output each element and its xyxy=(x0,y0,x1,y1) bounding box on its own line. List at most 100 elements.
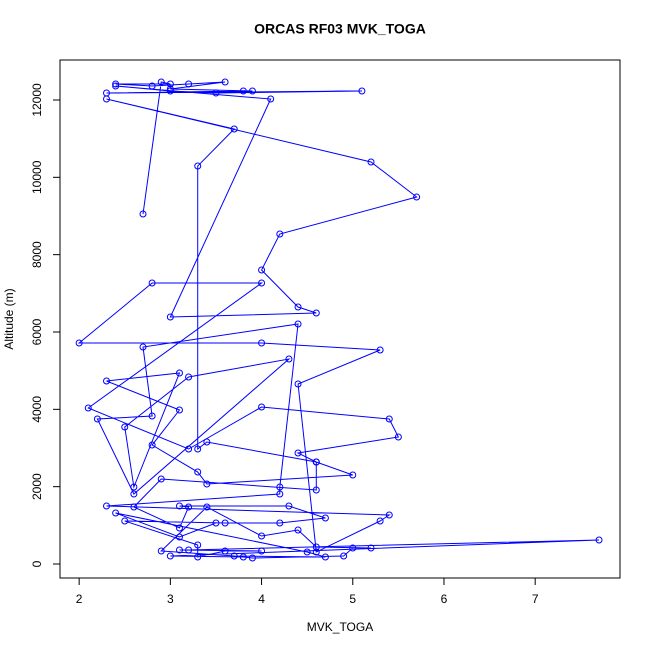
data-point xyxy=(121,423,129,431)
data-point xyxy=(203,480,211,488)
data-point xyxy=(203,503,211,511)
data-point xyxy=(166,313,174,321)
data-point xyxy=(258,403,266,411)
data-point xyxy=(157,78,165,86)
data-point xyxy=(185,80,193,88)
data-point xyxy=(194,553,202,561)
data-point xyxy=(175,369,183,377)
data-point xyxy=(121,517,129,525)
data-point xyxy=(276,230,284,238)
y-tick-label: 8000 xyxy=(30,241,44,268)
data-point xyxy=(312,543,320,551)
x-tick-label: 6 xyxy=(441,592,448,606)
data-point xyxy=(185,546,193,554)
data-point xyxy=(276,519,284,527)
data-point xyxy=(258,279,266,287)
data-point xyxy=(239,87,247,95)
data-point xyxy=(130,490,138,498)
data-point xyxy=(303,548,311,556)
x-tick-label: 5 xyxy=(349,592,356,606)
data-point xyxy=(166,85,174,93)
data-point xyxy=(139,343,147,351)
data-point xyxy=(413,193,421,201)
data-point xyxy=(267,95,275,103)
data-point xyxy=(112,82,120,90)
data-point xyxy=(194,445,202,453)
data-point xyxy=(148,82,156,90)
data-point xyxy=(294,303,302,311)
data-point xyxy=(130,483,138,491)
data-point xyxy=(367,544,375,552)
data-point xyxy=(312,458,320,466)
data-point xyxy=(294,320,302,328)
data-point xyxy=(312,548,320,556)
data-point xyxy=(258,266,266,274)
data-point xyxy=(358,87,366,95)
data-point xyxy=(185,373,193,381)
data-point xyxy=(166,80,174,88)
data-point xyxy=(194,541,202,549)
data-point xyxy=(294,449,302,457)
data-point xyxy=(285,502,293,510)
data-point xyxy=(349,544,357,552)
data-point xyxy=(230,125,238,133)
data-point xyxy=(194,162,202,170)
data-point xyxy=(312,309,320,317)
y-tick-label: 2000 xyxy=(30,473,44,500)
data-point xyxy=(221,519,229,527)
data-point xyxy=(175,502,183,510)
data-point xyxy=(258,547,266,555)
x-tick-label: 3 xyxy=(167,592,174,606)
data-point xyxy=(294,380,302,388)
data-point xyxy=(394,433,402,441)
data-point xyxy=(112,509,120,517)
data-point xyxy=(112,80,120,88)
data-point xyxy=(84,404,92,412)
data-point xyxy=(148,412,156,420)
data-point xyxy=(175,533,183,541)
data-point xyxy=(194,468,202,476)
data-point xyxy=(276,483,284,491)
y-tick-label: 12000 xyxy=(30,83,44,117)
x-tick-label: 7 xyxy=(532,592,539,606)
data-point xyxy=(75,339,83,347)
y-tick-label: 6000 xyxy=(30,318,44,345)
data-point xyxy=(376,517,384,525)
x-tick-label: 2 xyxy=(76,592,83,606)
x-tick-label: 4 xyxy=(258,592,265,606)
chart-title: ORCAS RF03 MVK_TOGA xyxy=(254,21,426,37)
data-point xyxy=(340,552,348,560)
data-point xyxy=(258,532,266,540)
y-tick-label: 0 xyxy=(30,560,44,567)
data-point xyxy=(139,210,147,218)
data-point xyxy=(166,552,174,560)
data-point xyxy=(248,87,256,95)
data-point xyxy=(212,519,220,527)
data-point xyxy=(321,553,329,561)
plot-frame xyxy=(59,59,621,579)
data-point xyxy=(349,471,357,479)
data-point xyxy=(321,514,329,522)
data-point xyxy=(157,475,165,483)
data-point xyxy=(212,89,220,97)
data-point xyxy=(276,490,284,498)
y-tick-label: 10000 xyxy=(30,160,44,194)
data-point xyxy=(312,486,320,494)
data-point xyxy=(203,438,211,446)
data-point xyxy=(148,279,156,287)
data-point xyxy=(258,339,266,347)
data-point xyxy=(157,547,165,555)
data-point xyxy=(221,78,229,86)
y-tick-label: 4000 xyxy=(30,396,44,423)
data-point xyxy=(230,552,238,560)
data-point xyxy=(294,526,302,534)
data-point xyxy=(185,445,193,453)
y-axis-label: Altitude (m) xyxy=(2,288,16,349)
data-point xyxy=(103,95,111,103)
data-point xyxy=(285,355,293,363)
data-point xyxy=(93,415,101,423)
data-point xyxy=(103,377,111,385)
data-point xyxy=(385,511,393,519)
